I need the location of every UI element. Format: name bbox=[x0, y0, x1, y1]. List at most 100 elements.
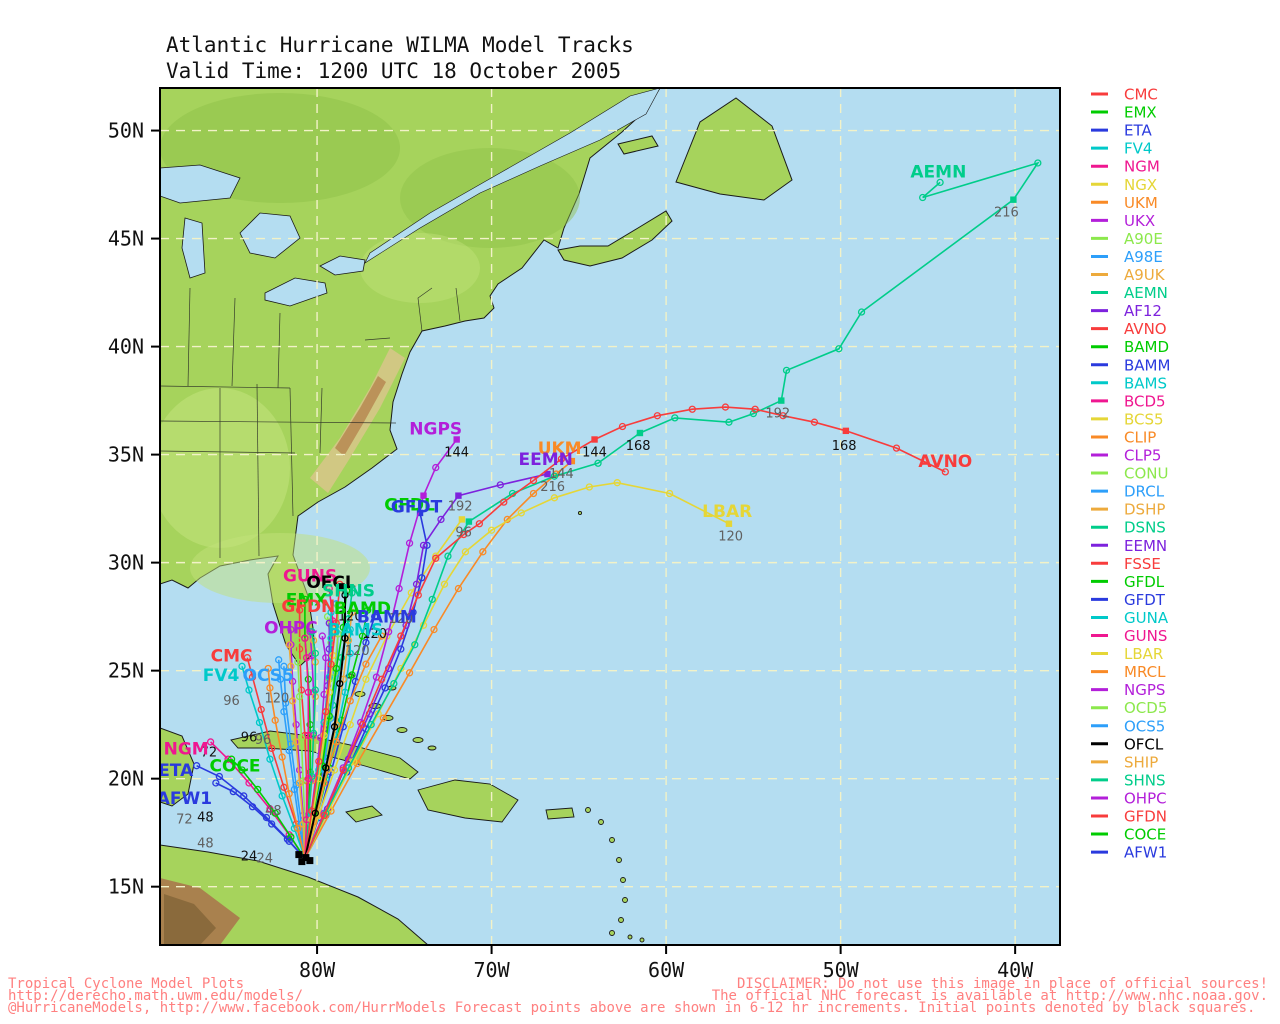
track-point-circle bbox=[297, 733, 306, 742]
lat-label-50N: 50N bbox=[108, 119, 144, 143]
track-point-circle bbox=[271, 716, 279, 724]
track-point-circle bbox=[257, 705, 265, 714]
legend-label-SHIP: SHIP bbox=[1124, 753, 1158, 771]
legend-item-OHPC: OHPC bbox=[1091, 789, 1167, 807]
track-point-circle bbox=[320, 779, 328, 787]
track-point-circle bbox=[479, 548, 487, 556]
legend-label-ETA: ETA bbox=[1124, 122, 1152, 140]
track-point-circle bbox=[243, 654, 251, 662]
track-point-circle bbox=[460, 530, 468, 539]
track-point-circle bbox=[362, 675, 370, 683]
map-model-label-GUNS: GUNS bbox=[283, 567, 337, 587]
legend-item-A98E: A98E bbox=[1091, 248, 1163, 266]
legend-label-FSSE: FSSE bbox=[1124, 555, 1161, 573]
track-point-circle bbox=[288, 697, 297, 705]
legend-label-GFDN: GFDN bbox=[1124, 808, 1167, 826]
hour-label-144: 144 bbox=[582, 445, 607, 460]
lon-label-50W: 50W bbox=[823, 958, 860, 982]
track-point-circle bbox=[487, 526, 496, 534]
track-point-circle bbox=[377, 675, 386, 683]
track-point-circle bbox=[304, 731, 312, 740]
track-point-circle bbox=[397, 645, 405, 653]
track-point-square bbox=[544, 470, 551, 478]
legend-label-SHNS: SHNS bbox=[1124, 771, 1166, 789]
track-point-square bbox=[842, 427, 850, 435]
track-point-circle bbox=[301, 634, 309, 642]
track-point-circle bbox=[285, 837, 293, 845]
legend-label-GFDT: GFDT bbox=[1124, 591, 1166, 609]
track-point-circle bbox=[302, 654, 311, 662]
track-point-circle bbox=[278, 792, 286, 800]
track-point-circle bbox=[432, 463, 440, 472]
track-point-circle bbox=[330, 766, 339, 774]
track-point-circle bbox=[437, 515, 445, 524]
track-line-SHIP bbox=[288, 644, 306, 859]
map-model-label-BAMD: BAMD bbox=[334, 599, 391, 619]
legend-label-CLIP: CLIP bbox=[1124, 428, 1156, 446]
legend: CMCEMXETAFV4NGMNGXUKMUKXA90EA98EA9UKAEMN… bbox=[1091, 86, 1170, 862]
track-point-circle bbox=[339, 766, 347, 774]
legend-item-AF12: AF12 bbox=[1091, 302, 1162, 320]
track-point-circle bbox=[292, 720, 300, 729]
lat-label-15N: 15N bbox=[108, 875, 144, 899]
land-hispaniola bbox=[417, 779, 519, 823]
track-point-circle bbox=[411, 641, 419, 649]
legend-item-MRCL: MRCL bbox=[1091, 663, 1166, 681]
map-model-label-AVNO: AVNO bbox=[918, 452, 972, 472]
hour-label-192: 192 bbox=[765, 407, 790, 422]
track-SHIP bbox=[285, 641, 307, 859]
legend-label-DSNS: DSNS bbox=[1124, 519, 1166, 537]
legend-label-AF12: AF12 bbox=[1124, 302, 1162, 320]
track-point-circle bbox=[311, 649, 319, 658]
legend-item-DSNS: DSNS bbox=[1091, 519, 1166, 537]
map-model-label-GFDT: GFDT bbox=[391, 497, 443, 517]
legend-label-LBAR: LBAR bbox=[1124, 645, 1163, 663]
footer-disclaimer-line2: The official NHC forecast is available a… bbox=[712, 988, 1268, 1004]
track-point-circle bbox=[227, 755, 236, 763]
track-line-BCD5 bbox=[304, 638, 310, 859]
map-model-label-EMX: EMX bbox=[286, 590, 328, 610]
legend-item-UKX: UKX bbox=[1091, 212, 1155, 230]
hour-label-168: 168 bbox=[626, 439, 651, 454]
track-point-circle bbox=[290, 785, 299, 794]
legend-label-A90E: A90E bbox=[1124, 230, 1163, 248]
track-point-circle bbox=[268, 820, 276, 828]
track-point-circle bbox=[294, 658, 302, 666]
track-line-LBAR bbox=[304, 481, 730, 859]
legend-item-UKM: UKM bbox=[1091, 194, 1158, 212]
track-BCD5 bbox=[301, 634, 312, 859]
map-model-label-BAMM: BAMM bbox=[357, 608, 417, 628]
track-UKM bbox=[304, 457, 576, 859]
track-point-circle bbox=[268, 744, 276, 753]
initial-point-square bbox=[302, 854, 310, 862]
map-model-label-BAMS: BAMS bbox=[328, 621, 383, 641]
lon-label-60W: 60W bbox=[648, 958, 685, 982]
legend-item-BAMD: BAMD bbox=[1091, 338, 1169, 356]
track-point-circle bbox=[835, 345, 843, 353]
map-model-label-NGPS: NGPS bbox=[409, 420, 462, 440]
track-point-circle bbox=[325, 584, 333, 593]
map-model-label-SHNS: SHNS bbox=[322, 582, 375, 602]
hour-label-120: 120 bbox=[345, 644, 370, 659]
lat-label-30N: 30N bbox=[108, 551, 144, 575]
legend-item-AEMN: AEMN bbox=[1091, 284, 1168, 302]
track-point-circle bbox=[285, 790, 293, 798]
track-point-circle bbox=[618, 422, 627, 431]
track-line-OCS5 bbox=[283, 666, 306, 859]
track-line-NGPS bbox=[304, 439, 458, 859]
legend-item-CLIP: CLIP bbox=[1091, 428, 1156, 446]
legend-label-OHPC: OHPC bbox=[1124, 789, 1167, 807]
track-point-circle bbox=[362, 638, 370, 647]
hour-label-144: 144 bbox=[549, 467, 574, 482]
track-point-circle bbox=[245, 686, 253, 694]
track-point-circle bbox=[688, 405, 696, 413]
track-point-circle bbox=[332, 664, 340, 673]
map-model-label-NGM: NGM bbox=[164, 739, 209, 759]
track-line-AEMN bbox=[304, 161, 1040, 859]
legend-item-AVNO: AVNO bbox=[1091, 320, 1167, 338]
track-point-circle bbox=[500, 498, 508, 506]
land-bermuda bbox=[577, 510, 583, 516]
track-line-FSSE bbox=[304, 584, 341, 859]
